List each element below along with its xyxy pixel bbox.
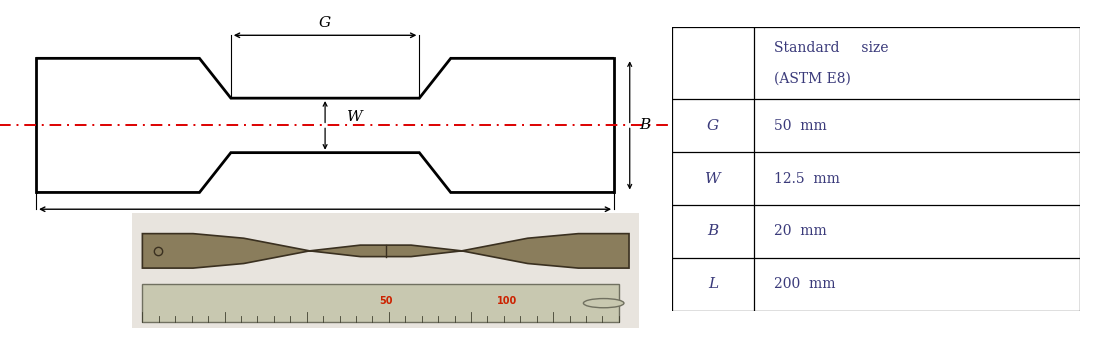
Polygon shape — [142, 234, 629, 268]
Text: W: W — [705, 172, 721, 186]
Text: 50: 50 — [379, 296, 392, 306]
Text: 200  mm: 200 mm — [774, 277, 835, 291]
Bar — [142, 284, 619, 322]
Text: 100: 100 — [497, 296, 518, 306]
Text: Standard     size: Standard size — [774, 41, 888, 55]
Text: L: L — [320, 222, 331, 236]
Text: B: B — [639, 118, 650, 132]
Text: (ASTM E8): (ASTM E8) — [774, 72, 851, 86]
Circle shape — [583, 298, 624, 308]
Text: 12.5  mm: 12.5 mm — [774, 172, 840, 186]
Text: 50  mm: 50 mm — [774, 119, 826, 133]
Text: G: G — [318, 16, 332, 30]
Text: 20  mm: 20 mm — [774, 224, 826, 239]
Text: B: B — [707, 224, 719, 239]
Text: W: W — [347, 110, 363, 124]
Text: L: L — [707, 277, 719, 291]
Text: G: G — [706, 119, 720, 133]
